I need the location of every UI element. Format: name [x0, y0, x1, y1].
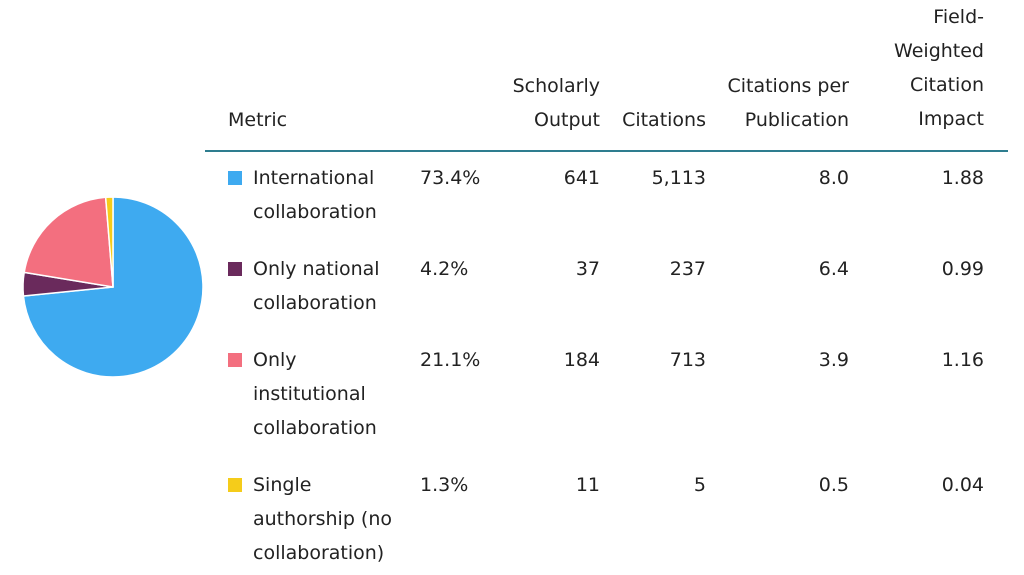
- cpp-cell: 3.9: [818, 349, 849, 371]
- fwci-cell: 1.16: [941, 349, 984, 371]
- fwci-cell: 0.99: [941, 258, 984, 280]
- output-cell: 641: [563, 167, 600, 189]
- output-cell: 11: [575, 474, 600, 496]
- share-cell: 1.3%: [420, 474, 469, 496]
- header-scholarly-output: Scholarly Output: [512, 75, 600, 131]
- citations-cell: 5,113: [651, 167, 706, 189]
- header-divider: [205, 150, 1008, 152]
- pie-slice-single-authorship-no-collaboration: [104, 196, 114, 288]
- legend-swatch: [228, 171, 242, 185]
- legend-swatch: [228, 353, 242, 367]
- legend-swatch: [228, 478, 242, 492]
- metric-label: Single authorship (no collaboration): [253, 474, 393, 564]
- header-metric: Metric: [228, 109, 288, 131]
- cpp-cell: 0.5: [818, 474, 849, 496]
- share-cell: 4.2%: [420, 258, 469, 280]
- citations-cell: 5: [693, 474, 706, 496]
- output-cell: 184: [563, 349, 600, 371]
- fwci-cell: 1.88: [941, 167, 984, 189]
- metric-label: International collaboration: [253, 167, 377, 223]
- output-cell: 37: [575, 258, 600, 280]
- header-citations-per-publication: Citations per Publication: [727, 75, 849, 131]
- header-citations: Citations: [622, 109, 706, 131]
- cpp-cell: 6.4: [818, 258, 849, 280]
- metric-label: Only national collaboration: [253, 258, 380, 314]
- citations-cell: 713: [669, 349, 706, 371]
- share-cell: 21.1%: [420, 349, 481, 371]
- citations-cell: 237: [669, 258, 706, 280]
- pie-slice-only-institutional-collaboration: [23, 196, 114, 288]
- legend-swatch: [228, 262, 242, 276]
- cpp-cell: 8.0: [818, 167, 849, 189]
- header-fwci: Field- Weighted Citation Impact: [894, 6, 984, 130]
- metric-label: Only institutional collaboration: [253, 349, 377, 439]
- collaboration-pie-chart: [22, 196, 204, 378]
- fwci-cell: 0.04: [941, 474, 984, 496]
- share-cell: 73.4%: [420, 167, 481, 189]
